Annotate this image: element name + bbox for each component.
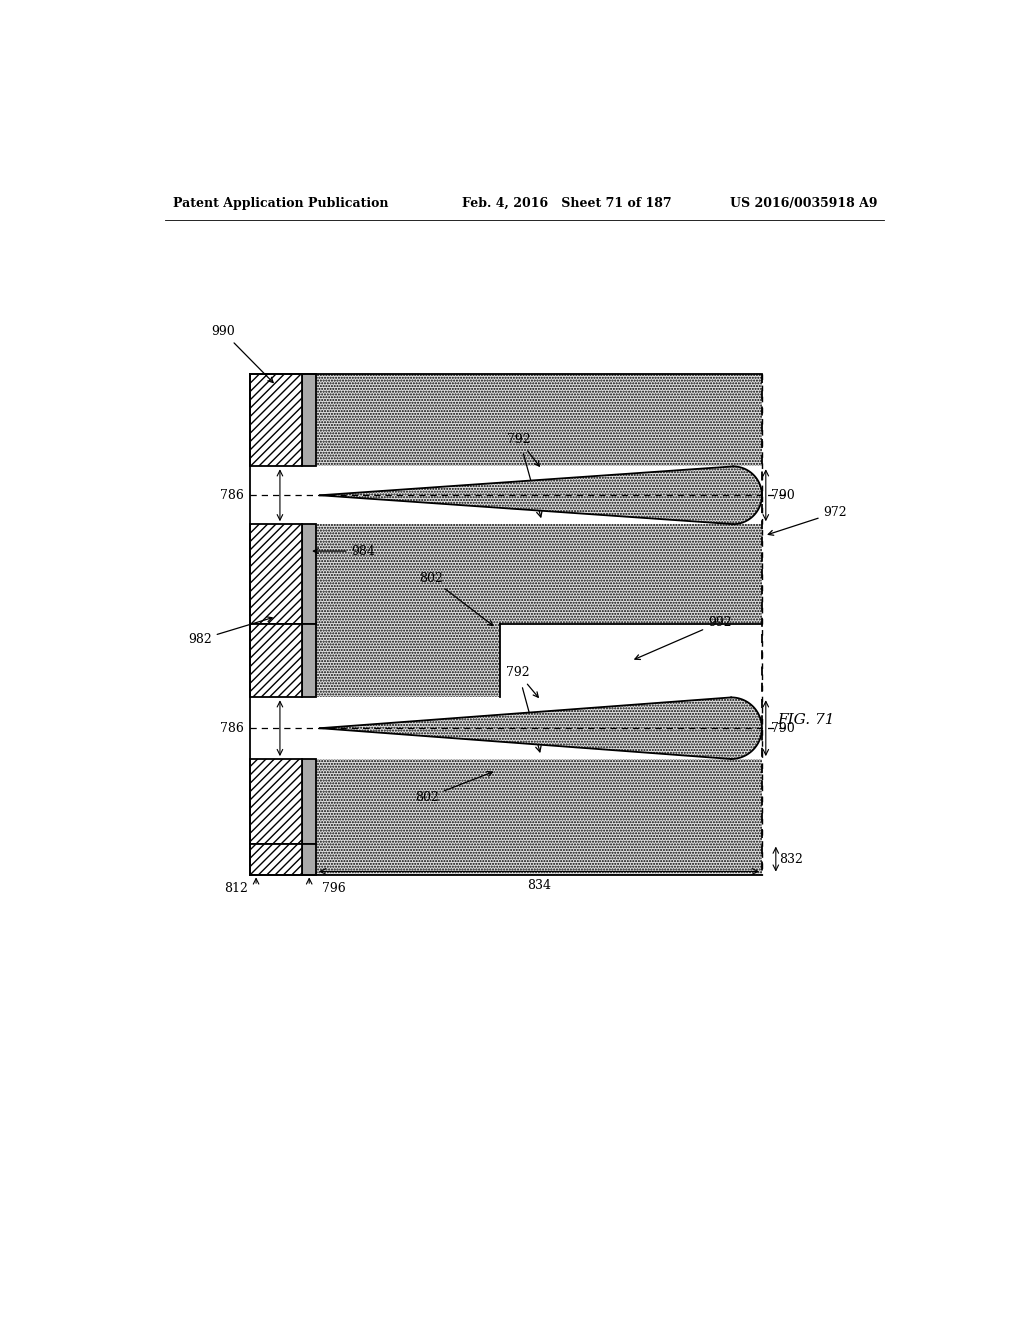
Text: 790: 790 [771,722,795,735]
Text: 990: 990 [211,325,273,383]
Bar [250,759,302,843]
Bar [302,759,316,843]
Text: 796: 796 [323,882,346,895]
Text: 972: 972 [768,506,847,535]
Bar [316,524,762,624]
Bar [316,759,762,843]
Text: 802: 802 [419,572,493,626]
Text: Patent Application Publication: Patent Application Publication [173,197,388,210]
Text: 786: 786 [220,488,244,502]
Bar [302,624,316,697]
Bar [302,524,316,624]
Text: 812: 812 [224,882,249,895]
Text: 982: 982 [188,616,272,647]
Text: 834: 834 [527,879,551,892]
Bar [316,624,500,697]
Text: FIG. 71: FIG. 71 [777,714,835,727]
Text: Feb. 4, 2016   Sheet 71 of 187: Feb. 4, 2016 Sheet 71 of 187 [462,197,672,210]
Polygon shape [319,466,762,524]
Bar [316,524,762,624]
Text: 790: 790 [771,488,795,502]
Polygon shape [319,697,762,759]
Text: 832: 832 [779,853,803,866]
Bar [250,374,302,466]
Bar [316,374,762,466]
Bar [302,374,316,466]
Bar [316,759,762,843]
Bar [316,843,762,875]
Text: 992: 992 [635,616,732,660]
Text: 792: 792 [507,433,540,466]
Bar [250,524,302,624]
Bar [316,374,762,466]
Text: 802: 802 [415,772,493,804]
Bar [316,843,762,875]
Bar [316,624,500,697]
Bar [302,843,316,875]
Text: 792: 792 [506,667,539,697]
Text: 984: 984 [313,545,376,557]
Bar [250,843,302,875]
Text: 786: 786 [220,722,244,735]
Text: US 2016/0035918 A9: US 2016/0035918 A9 [730,197,878,210]
Bar [250,624,302,697]
